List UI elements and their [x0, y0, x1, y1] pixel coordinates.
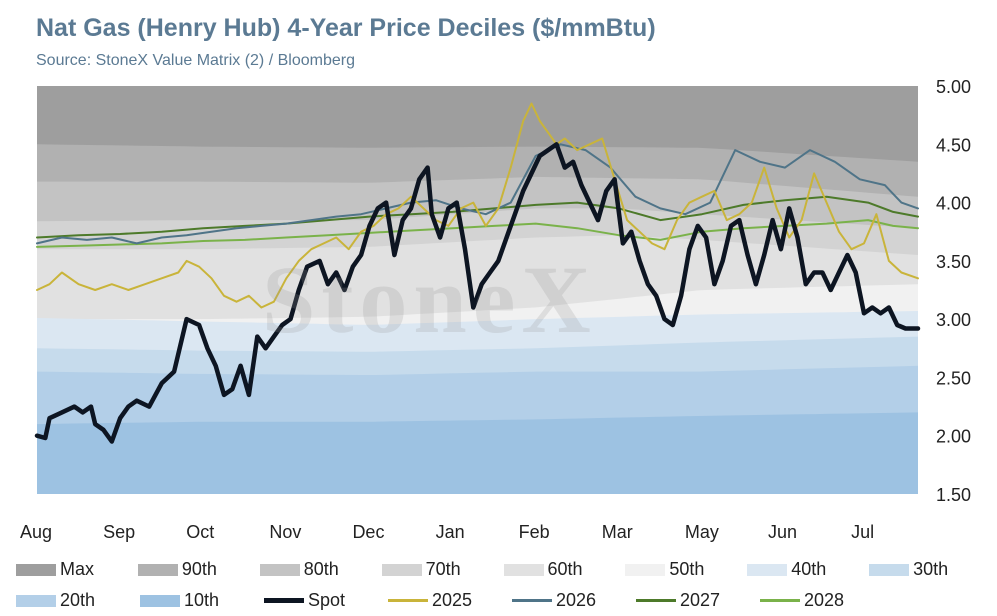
chart-title: Nat Gas (Henry Hub) 4-Year Price Deciles…: [36, 14, 656, 42]
y-tick-label: 4.50: [936, 135, 971, 155]
x-tick-label: May: [685, 522, 719, 542]
legend-label: Spot: [308, 590, 346, 610]
legend-swatch-2028: [760, 599, 800, 602]
price-lines: [34, 102, 921, 444]
price-deciles-chart: 5.00 4.50 4.00 3.50 3.00 2.50 2.00 1.50 Aug Sep O…: [20, 77, 971, 542]
legend-item-50th: 50th: [625, 559, 747, 580]
legend-label: 2026: [556, 590, 597, 610]
legend-item-90th: 90th: [137, 559, 260, 580]
legend-label: 2027: [680, 590, 721, 610]
legend-item-80th: 80th: [259, 559, 382, 580]
legend-swatch-2025: [388, 599, 428, 602]
legend-row: 20th 10th Spot 2025 2026 2027 2028: [16, 585, 991, 616]
legend-swatch-Max: [16, 563, 56, 576]
y-tick-label: 5.00: [936, 77, 971, 97]
legend-swatch-10th: [140, 594, 180, 607]
y-tick-label: 2.50: [936, 368, 971, 388]
legend-label: 40th: [791, 559, 827, 579]
legend-swatch-2027: [636, 599, 676, 602]
x-tick-label: Nov: [269, 522, 301, 542]
x-tick-label: Jun: [768, 522, 797, 542]
legend-swatch-80th: [259, 563, 300, 576]
chart-legend: Max 90th 80th 70th 60th 50th 40th 30th 20th 10th S…: [16, 554, 991, 616]
legend-row: Max 90th 80th 70th 60th 50th 40th 30th: [16, 554, 991, 585]
legend-item-2027: 2027: [636, 590, 760, 611]
legend-label: 30th: [913, 559, 949, 579]
series-line-Spot: [34, 142, 921, 444]
legend-label: 50th: [669, 559, 705, 579]
legend-swatch-Spot: [264, 598, 304, 603]
legend-item-30th: 30th: [869, 559, 991, 580]
x-axis: Aug Sep Oct Nov Dec Jan Feb Mar May Jun Jul: [20, 522, 874, 542]
legend-item-40th: 40th: [747, 559, 869, 580]
legend-label: 20th: [60, 590, 96, 610]
series-line-2025: [36, 102, 919, 309]
legend-label: 2025: [432, 590, 473, 610]
chart-subtitle: Source: StoneX Value Matrix (2) / Bloomb…: [36, 52, 355, 69]
series-line-2027: [36, 195, 919, 239]
legend-item-2028: 2028: [760, 590, 884, 611]
legend-label: 2028: [804, 590, 845, 610]
legend-swatch-90th: [137, 563, 178, 576]
y-tick-label: 3.50: [936, 252, 971, 272]
x-tick-label: Mar: [602, 522, 633, 542]
legend-item-Max: Max: [16, 559, 138, 580]
legend-swatch-70th: [381, 563, 422, 576]
legend-label: 60th: [547, 559, 583, 579]
legend-swatch-30th: [869, 563, 910, 576]
legend-item-20th: 20th: [16, 590, 140, 611]
legend-label: 70th: [425, 559, 461, 579]
series-line-2026: [36, 143, 919, 245]
legend-swatch-2026: [512, 599, 552, 602]
legend-label: Max: [60, 559, 95, 579]
legend-item-2026: 2026: [512, 590, 636, 611]
legend-item-60th: 60th: [503, 559, 626, 580]
x-tick-label: Jan: [436, 522, 465, 542]
decile-band-10th: [37, 412, 918, 494]
legend-label: 90th: [181, 559, 217, 579]
y-axis: 5.00 4.50 4.00 3.50 3.00 2.50 2.00 1.50: [936, 77, 971, 505]
x-tick-label: Aug: [20, 522, 52, 542]
x-tick-label: Feb: [519, 522, 550, 542]
y-tick-label: 3.00: [936, 310, 971, 330]
legend-label: 10th: [184, 590, 220, 610]
legend-swatch-20th: [16, 594, 56, 607]
y-tick-label: 1.50: [936, 485, 971, 505]
legend-item-10th: 10th: [140, 590, 264, 611]
legend-swatch-40th: [747, 563, 788, 576]
legend-label: 80th: [303, 559, 339, 579]
legend-item-70th: 70th: [381, 559, 504, 580]
x-tick-label: Dec: [352, 522, 384, 542]
x-tick-label: Jul: [851, 522, 874, 542]
y-tick-label: 4.00: [936, 194, 971, 214]
x-tick-label: Sep: [103, 522, 135, 542]
x-tick-label: Oct: [186, 522, 214, 542]
y-tick-label: 2.00: [936, 427, 971, 447]
legend-item-Spot: Spot: [264, 590, 388, 611]
legend-swatch-60th: [503, 563, 544, 576]
legend-swatch-50th: [625, 563, 666, 576]
legend-item-2025: 2025: [388, 590, 512, 611]
